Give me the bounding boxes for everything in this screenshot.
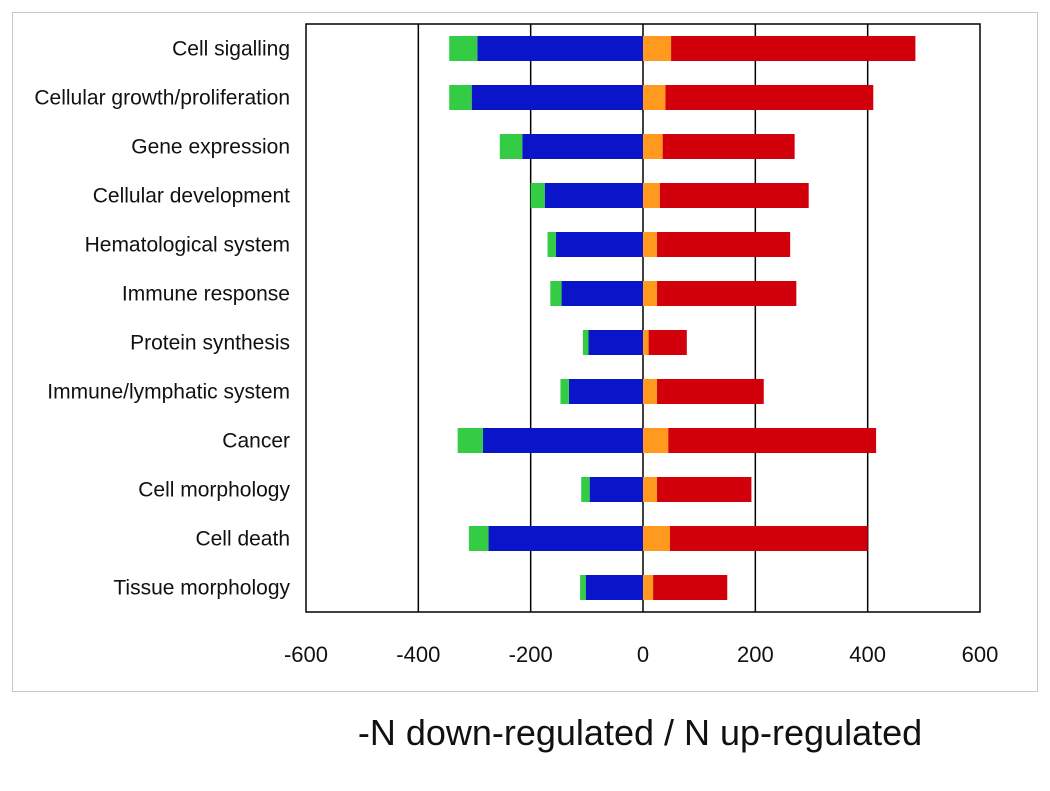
bar-segment [648,330,687,355]
category-label: Cell death [195,528,290,551]
category-label: Cellular development [93,185,290,208]
x-axis-label: -N down-regulated / N up-regulated [357,712,923,753]
bar-segment [643,526,670,551]
bar-segment [482,428,643,453]
bar-segment [499,134,523,159]
bar-segment [522,134,643,159]
bar-chart: Cell sigalling Cellular growth/proliferat… [34,23,999,667]
category-label: Gene expression [131,136,290,159]
category-label: Cellular growth/proliferation [34,87,290,110]
bar-segment [671,36,916,61]
category-label: Cell morphology [138,479,290,502]
bar-segment [668,428,877,453]
x-tick-label: 0 [637,642,649,667]
category-label: Tissue morphology [113,577,290,600]
bar-segment [560,379,569,404]
bar-segment [643,134,663,159]
bar-segment [581,477,590,502]
bar-segment [643,183,660,208]
bar-segment [449,85,472,110]
bar-segment [662,134,795,159]
bar-segment [468,526,489,551]
bar-segment [561,281,643,306]
bar-segment [659,183,809,208]
bar-segment [643,379,658,404]
bar-segment [544,183,643,208]
bar-segment [555,232,643,257]
bar-segment [643,575,654,600]
bar-segment [643,330,649,355]
x-tick-label: -200 [509,642,553,667]
bar-segment [585,575,643,600]
bar-segment [643,85,666,110]
bar-segment [471,85,643,110]
bar-segment [657,281,797,306]
bar-segment [643,36,672,61]
bar-segment [643,232,658,257]
bar-segment [582,330,589,355]
x-tick-label: 400 [849,642,886,667]
category-label: Cell sigalling [172,38,290,61]
bar-segment [580,575,586,600]
bar-segment [657,477,752,502]
x-tick-label: 200 [737,642,774,667]
bar-segment [530,183,545,208]
bar-segment [653,575,728,600]
bar-segment [657,379,764,404]
bar-segment [665,85,874,110]
bar-segment [657,232,791,257]
bar-segment [547,232,556,257]
bar-segment [488,526,643,551]
bar-segment [449,36,478,61]
bar-segment [477,36,643,61]
category-label: Protein synthesis [130,332,290,355]
bar-segment [643,477,658,502]
bar-segment [568,379,643,404]
bar-segment [457,428,483,453]
x-tick-label: -600 [284,642,328,667]
bar-segment [669,526,868,551]
x-tick-label: 600 [962,642,999,667]
bar-segment [588,330,643,355]
bar-segment [643,428,669,453]
category-label: Cancer [222,430,290,453]
bar-segment [550,281,562,306]
bar-segment [643,281,658,306]
bar-segment [589,477,643,502]
category-label: Immune response [122,283,290,306]
x-tick-label: -400 [396,642,440,667]
category-label: Immune/lymphatic system [47,381,290,404]
category-label: Hematological system [85,234,290,257]
